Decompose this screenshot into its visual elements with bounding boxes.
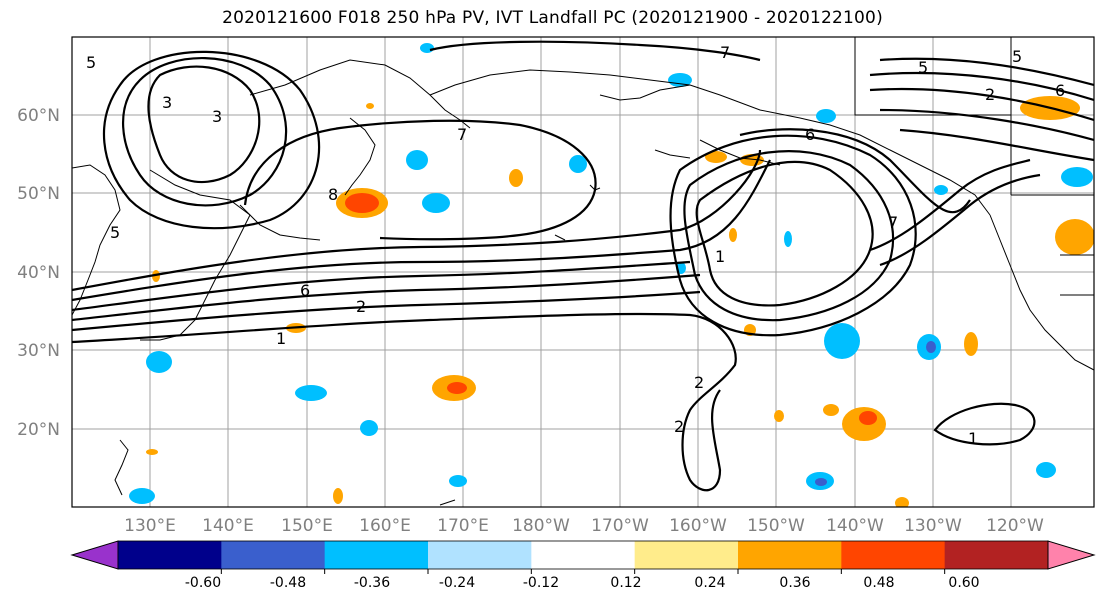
lon-label: 150°W [747,516,805,536]
contour-label: 1 [715,247,725,266]
contour-label: 6 [300,281,310,300]
colorbar-segment [324,541,429,569]
colorbar-tick-label: 0.60 [948,575,979,591]
contour-label: 7 [888,213,898,232]
map-frame [71,36,1095,508]
contour-label: 3 [162,93,172,112]
colorbar-tick-label: 0.48 [863,575,894,591]
contour-label: 2 [674,417,684,436]
contour-label: 1 [276,329,286,348]
lon-label: 170°E [437,516,489,536]
lat-label: 20°N [17,420,60,440]
lon-label: 140°E [202,516,254,536]
contour-label: 5 [110,223,120,242]
pv-contours [72,40,1094,492]
colorbar-left-extend [70,540,119,570]
lat-label: 30°N [17,341,60,361]
colorbar-segment [634,541,739,569]
lon-label: 120°W [986,516,1044,536]
colorbar-tick-labels: -0.60 -0.48 -0.36 -0.24 -0.12 0.12 0.24 … [185,575,980,591]
lon-label: 160°E [359,516,411,536]
contour-label: 3 [212,107,222,126]
lon-label: 130°E [124,516,176,536]
colorbar-segment [221,541,326,569]
colorbar-tick-label: -0.12 [523,575,559,591]
contour-label: 7 [457,125,467,144]
colorbar-segment [531,541,636,569]
colorbar-tick-label: 0.36 [779,575,810,591]
colorbar: -0.60 -0.48 -0.36 -0.24 -0.12 0.12 0.24 … [70,540,1096,591]
latitude-labels: 60°N 50°N 40°N 30°N 20°N [17,106,60,440]
lat-label: 60°N [17,106,60,126]
contour-label: 1 [968,429,978,448]
colorbar-segment [841,541,946,569]
colorbar-segment [944,541,1049,569]
contour-label: 6 [1055,81,1065,100]
contour-label: 5 [1012,47,1022,66]
map-title: 2020121600 F018 250 hPa PV, IVT Landfall… [222,8,883,28]
contour-label: 5 [918,58,928,77]
colorbar-tick-label: -0.48 [270,575,306,591]
colorbar-segment [428,541,532,569]
contour-label: 2 [985,85,995,104]
contour-label: 7 [720,43,730,62]
colorbar-segment [118,541,222,569]
colorbar-tick-label: -0.24 [439,575,475,591]
lon-label: 170°W [591,516,649,536]
contour-label: 5 [86,53,96,72]
lon-label: 140°W [826,516,884,536]
contour-label: 2 [356,297,366,316]
colorbar-tick-label: 0.24 [694,575,725,591]
colorbar-tick-label: -0.36 [354,575,390,591]
longitude-labels: 130°E 140°E 150°E 160°E 170°E 180°W 170°… [124,516,1044,536]
lon-label: 150°E [281,516,333,536]
lon-label: 160°W [669,516,727,536]
lat-label: 50°N [17,184,60,204]
colorbar-tick-label: 0.12 [610,575,641,591]
contour-label: 6 [805,125,815,144]
colorbar-tick-label: -0.60 [185,575,221,591]
colorbar-segment [738,541,842,569]
coastlines [72,37,1094,506]
pv-contour-labels: 5 3 3 5 7 7 6 5 2 5 6 7 1 8 6 2 1 2 2 1 [86,43,1065,448]
lon-label: 130°W [904,516,962,536]
lon-label: 180°W [512,516,570,536]
colorbar-ticks [220,569,946,574]
contour-label: 8 [328,185,338,204]
contour-label: 2 [694,373,704,392]
lat-label: 40°N [17,263,60,283]
colorbar-right-extend [1047,540,1096,570]
colorbar-segments [118,541,1049,569]
